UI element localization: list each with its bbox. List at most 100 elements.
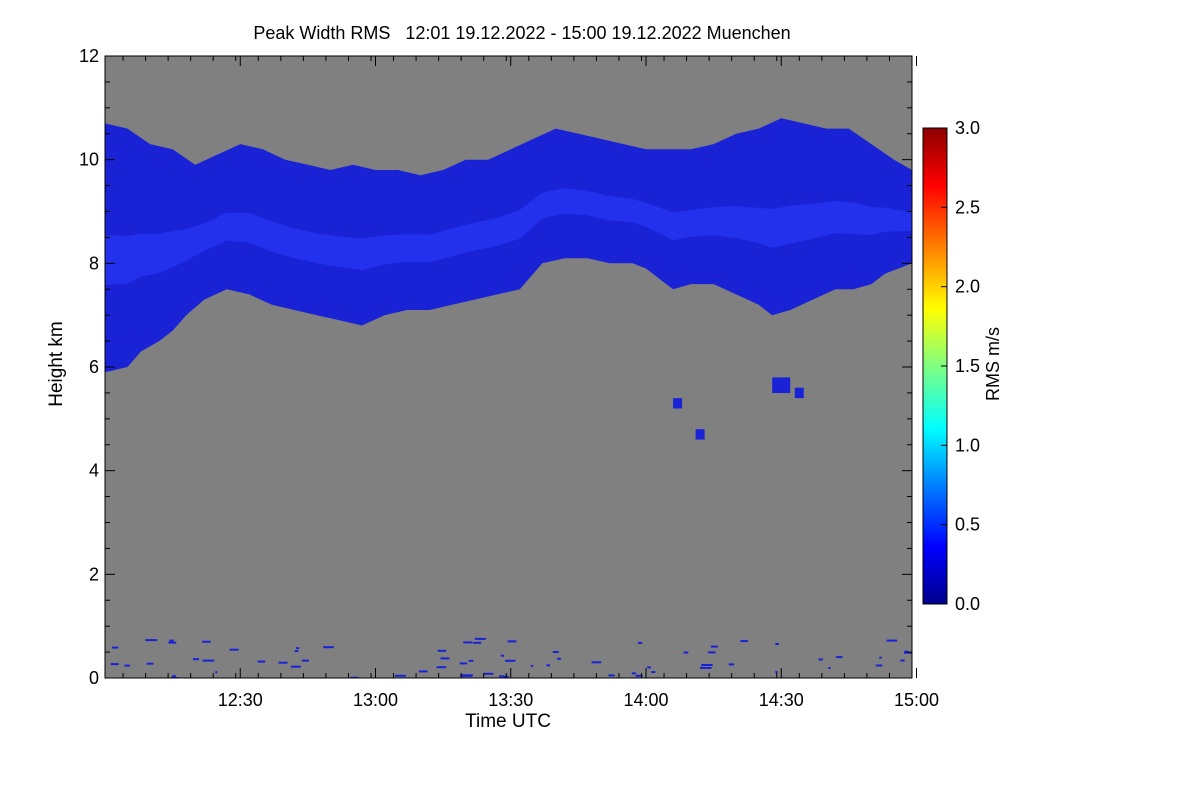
- noise-speck: [631, 672, 636, 675]
- noise-speck: [775, 643, 779, 645]
- noise-speck: [168, 641, 177, 644]
- y-tick-label: 0: [89, 668, 99, 688]
- colorbar-tick-label: 2.0: [955, 277, 980, 297]
- y-axis-label: Height km: [46, 321, 67, 407]
- y-axis: 0 2 4 6 8 10 12: [79, 46, 912, 688]
- noise-speck: [708, 651, 716, 654]
- isolated-cell-3: [695, 429, 705, 440]
- noise-speck: [110, 663, 119, 666]
- noise-speck: [202, 659, 215, 662]
- noise-speck: [651, 671, 656, 673]
- cloud-layer-group: [105, 118, 912, 678]
- noise-speck: [557, 657, 561, 660]
- noise-speck: [818, 658, 823, 661]
- colorbar-tick-label: 1.5: [955, 356, 980, 376]
- y-tick-label: 12: [79, 46, 99, 66]
- noise-speck: [683, 651, 689, 654]
- noise-speck: [215, 671, 218, 674]
- noise-speck: [875, 664, 883, 667]
- noise-speck: [463, 641, 473, 644]
- isolated-cell-1: [794, 387, 804, 399]
- noise-speck: [904, 650, 908, 653]
- noise-speck: [146, 662, 154, 665]
- noise-speck: [169, 639, 174, 642]
- colorbar-ticks: 0.0 0.5 1.0 1.5 2.0 2.5 3.0: [941, 118, 980, 614]
- noise-speck: [193, 658, 200, 661]
- y-tick-label: 6: [89, 357, 99, 377]
- noise-speck: [440, 657, 450, 660]
- noise-speck: [323, 646, 334, 649]
- y-tick-label: 4: [89, 461, 99, 481]
- noise-speck: [701, 664, 713, 666]
- noise-speck: [459, 662, 468, 665]
- y-tick-label: 10: [79, 150, 99, 170]
- noise-speck: [202, 640, 211, 643]
- noise-speck: [111, 646, 119, 649]
- x-tick-label: 13:00: [353, 690, 398, 710]
- x-tick-label: 15:00: [894, 690, 939, 710]
- noise-speck: [257, 660, 266, 663]
- noise-speck: [879, 656, 882, 659]
- noise-speck: [608, 674, 615, 677]
- noise-speck: [828, 667, 831, 669]
- noise-speck: [900, 659, 905, 662]
- noise-speck: [499, 675, 505, 678]
- colorbar-tick-label: 0.5: [955, 515, 980, 535]
- noise-speck: [124, 664, 130, 667]
- noise-speck: [647, 666, 651, 669]
- noise-speck: [836, 656, 843, 659]
- noise-speck: [294, 650, 299, 653]
- isolated-cell-0: [772, 377, 791, 393]
- noise-speck: [301, 659, 309, 662]
- noise-speck: [418, 670, 428, 673]
- x-tick-label: 14:30: [759, 690, 804, 710]
- noise-speck: [530, 664, 534, 667]
- noise-speck: [483, 672, 494, 675]
- noise-speck: [591, 661, 602, 664]
- noise-speck: [740, 640, 748, 643]
- y-tick-label: 2: [89, 564, 99, 584]
- noise-speck: [473, 641, 482, 644]
- colorbar-tick-label: 1.0: [955, 435, 980, 455]
- x-axis: 12:30 13:00 13:30 14:00 14:30 15:00: [122, 56, 939, 710]
- noise-speck: [296, 647, 300, 650]
- x-tick-label: 14:00: [623, 690, 668, 710]
- noise-speck: [505, 659, 516, 662]
- isolated-cell-2: [673, 398, 683, 409]
- noise-speck: [171, 675, 176, 678]
- noise-speck: [350, 676, 359, 678]
- noise-speck: [436, 666, 447, 669]
- noise-speck: [775, 671, 778, 673]
- noise-speck: [500, 654, 504, 657]
- colorbar-label: RMS m/s: [983, 327, 1003, 401]
- noise-speck: [395, 674, 406, 677]
- noise-speck: [637, 641, 643, 644]
- x-tick-label: 13:30: [488, 690, 533, 710]
- x-tick-label: 12:30: [218, 690, 263, 710]
- x-axis-label: Time UTC: [465, 711, 551, 732]
- colorbar-tick-label: 2.5: [955, 197, 980, 217]
- noise-speck: [460, 674, 472, 677]
- noise-speck: [546, 664, 550, 667]
- noise-speck: [474, 637, 486, 640]
- noise-speck: [728, 663, 735, 666]
- chart-title: Peak Width RMS 12:01 19.12.2022 - 15:00 …: [253, 23, 790, 43]
- noise-speck: [468, 659, 474, 662]
- noise-speck: [700, 666, 712, 669]
- noise-speck: [552, 651, 559, 653]
- noise-speck: [278, 661, 288, 664]
- colorbar-tick-label: 0.0: [955, 594, 980, 614]
- noise-speck: [437, 649, 447, 652]
- noise-speck: [290, 665, 301, 668]
- noise-speck: [710, 645, 718, 648]
- cloud-layer-core: [105, 188, 912, 286]
- noise-speck: [903, 651, 912, 654]
- noise-speck: [507, 640, 517, 643]
- noise-speck: [635, 674, 643, 677]
- noise-speck: [229, 648, 239, 651]
- cloud-layer: [105, 118, 912, 373]
- colorbar-tick-label: 3.0: [955, 118, 980, 138]
- noise-speck: [886, 639, 898, 642]
- noise-speck: [145, 639, 158, 642]
